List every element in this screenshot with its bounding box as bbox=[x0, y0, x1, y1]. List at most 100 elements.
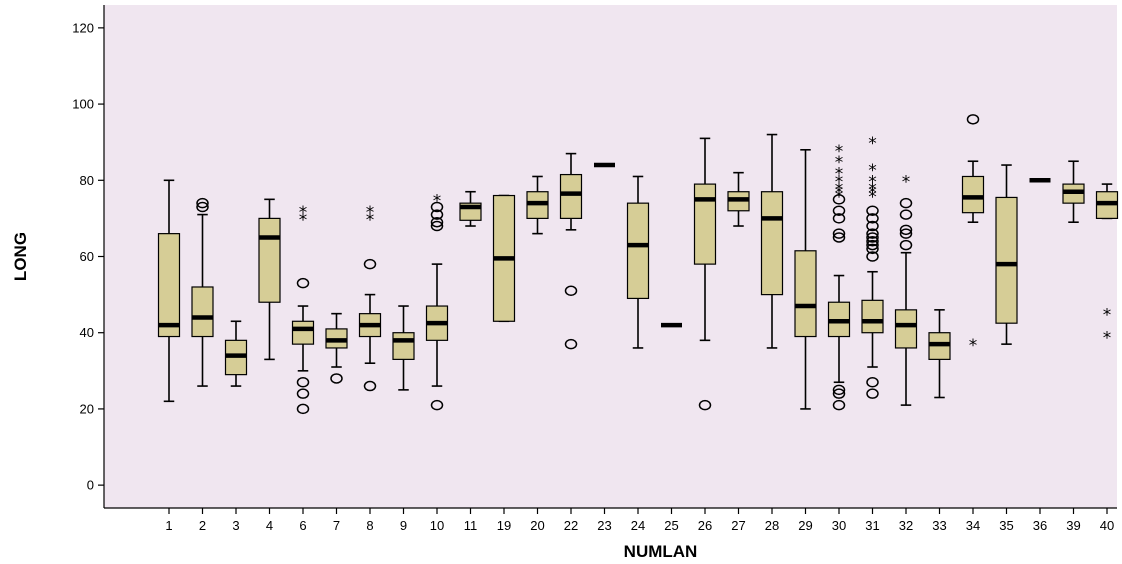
outlier-point bbox=[698, 399, 712, 411]
x-tick-label: 8 bbox=[366, 518, 373, 533]
outlier-point bbox=[832, 194, 846, 205]
box-iqr bbox=[392, 332, 415, 360]
extreme-point: * bbox=[835, 165, 844, 185]
box-31: ****** bbox=[861, 134, 884, 399]
outlier-point bbox=[430, 209, 444, 220]
box-iqr bbox=[861, 299, 884, 334]
x-tick-label: 19 bbox=[497, 518, 511, 533]
outlier-point bbox=[430, 201, 444, 213]
x-tick-label: 24 bbox=[631, 518, 645, 533]
box-iqr bbox=[760, 191, 784, 296]
x-tick-label: 34 bbox=[966, 518, 980, 533]
x-tick-label: 35 bbox=[999, 518, 1013, 533]
box-24 bbox=[626, 175, 650, 349]
box-40: ** bbox=[1095, 183, 1119, 349]
outlier-point bbox=[430, 220, 444, 232]
x-tick-label: 9 bbox=[400, 518, 407, 533]
x-tick-label: 4 bbox=[266, 518, 273, 533]
extreme-point: * bbox=[299, 203, 308, 223]
box-iqr bbox=[794, 250, 817, 338]
outlier-point bbox=[899, 224, 913, 236]
y-tick-label: 0 bbox=[87, 478, 94, 493]
box-iqr bbox=[961, 175, 985, 214]
outlier-point bbox=[564, 338, 578, 350]
extreme-point: * bbox=[868, 180, 877, 200]
outlier-point bbox=[296, 277, 310, 289]
x-tick-label: 28 bbox=[765, 518, 779, 533]
x-tick-label: 2 bbox=[199, 518, 206, 533]
x-tick-label: 3 bbox=[232, 518, 239, 533]
x-tick-label: 27 bbox=[731, 518, 745, 533]
outlier-point bbox=[832, 205, 846, 217]
box-35 bbox=[995, 164, 1018, 345]
box-27 bbox=[727, 171, 750, 227]
extreme-point: * bbox=[868, 134, 877, 154]
extreme-point: * bbox=[902, 172, 911, 192]
x-tick-label: 25 bbox=[664, 518, 678, 533]
box-39 bbox=[1062, 160, 1085, 224]
box-iqr bbox=[995, 196, 1018, 324]
outlier-point bbox=[430, 216, 444, 228]
extreme-point: * bbox=[835, 172, 844, 192]
extreme-point: * bbox=[299, 210, 308, 230]
box-28 bbox=[760, 133, 784, 349]
outlier-point bbox=[564, 285, 578, 297]
box-9 bbox=[392, 305, 415, 391]
extreme-point: * bbox=[433, 191, 442, 211]
box-iqr bbox=[559, 173, 583, 219]
outlier-point bbox=[866, 243, 879, 255]
outlier-point bbox=[832, 213, 846, 224]
x-axis: 1 2 3 4 6 7 8 9 10 11 19 20 22 23 24 25 26 27 28 29 30 31 32 33… bbox=[104, 507, 1117, 533]
outlier-point bbox=[196, 201, 209, 213]
outlier-point bbox=[899, 197, 913, 209]
x-tick-label: 32 bbox=[899, 518, 913, 533]
y-tick-label: 120 bbox=[72, 20, 94, 35]
extreme-point: * bbox=[835, 188, 844, 208]
box-2 bbox=[191, 197, 214, 387]
box-3 bbox=[224, 320, 248, 387]
box-26 bbox=[693, 137, 717, 411]
outlier-point bbox=[296, 403, 310, 415]
outlier-point bbox=[899, 239, 913, 251]
extreme-point: * bbox=[969, 336, 978, 356]
outlier-point bbox=[832, 388, 846, 399]
box-iqr bbox=[626, 202, 650, 300]
extreme-point: * bbox=[1103, 329, 1112, 349]
outlier-point bbox=[832, 232, 846, 243]
x-tick-label: 29 bbox=[798, 518, 812, 533]
outlier-point bbox=[866, 239, 879, 251]
outlier-point bbox=[866, 388, 879, 399]
outlier-point bbox=[832, 228, 846, 239]
box-8: ** bbox=[358, 203, 382, 392]
box-22 bbox=[559, 152, 583, 350]
box-29 bbox=[794, 149, 817, 410]
x-tick-label: 33 bbox=[932, 518, 946, 533]
box-iqr bbox=[191, 286, 214, 338]
y-axis-title: LONG bbox=[11, 232, 30, 281]
outlier-point bbox=[296, 377, 310, 388]
outlier-point bbox=[866, 220, 879, 232]
box-iqr bbox=[693, 183, 717, 265]
extreme-point: * bbox=[1103, 306, 1112, 326]
box-30: ******* bbox=[827, 142, 851, 411]
extreme-point: * bbox=[835, 180, 844, 200]
box-4 bbox=[258, 198, 281, 361]
outlier-point bbox=[866, 377, 879, 388]
x-tick-label: 23 bbox=[597, 518, 611, 533]
outlier-point bbox=[363, 380, 377, 392]
box-iqr bbox=[291, 320, 315, 345]
y-tick-label: 40 bbox=[80, 325, 94, 340]
x-tick-label: 20 bbox=[530, 518, 544, 533]
x-tick-label: 39 bbox=[1066, 518, 1080, 533]
x-tick-label: 1 bbox=[165, 518, 172, 533]
x-tick-label: 36 bbox=[1033, 518, 1047, 533]
box-20 bbox=[526, 175, 549, 235]
box-33 bbox=[928, 309, 951, 399]
extreme-point: * bbox=[366, 210, 375, 230]
extreme-point: * bbox=[868, 184, 877, 204]
boxes: ** *** *************** ** bbox=[157, 114, 1119, 415]
box-11 bbox=[459, 190, 482, 227]
outlier-point bbox=[966, 114, 980, 125]
outlier-point bbox=[866, 228, 879, 239]
extreme-point: * bbox=[835, 142, 844, 162]
